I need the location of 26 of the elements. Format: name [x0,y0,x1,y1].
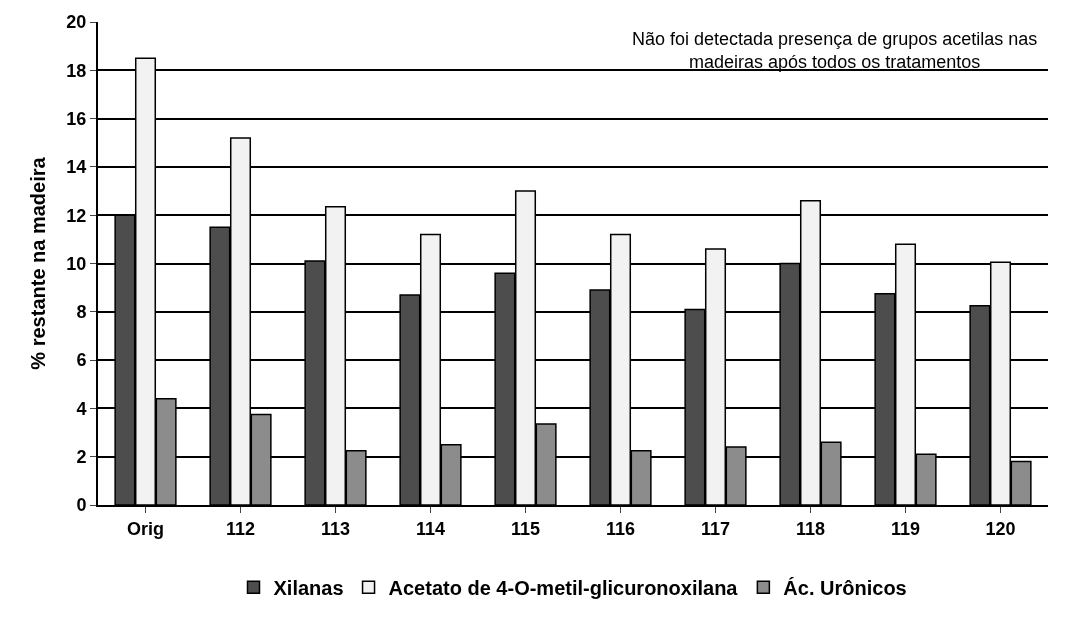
annotation: Não foi detectada presença de grupos acetilas nas madeiras após todos os tratamentos [632,29,1038,73]
legend-label: Xilanas [273,577,344,600]
y-tick-label: 16 [66,108,87,129]
y-tick-label: 14 [66,157,87,178]
x-tick-label: 113 [320,518,351,539]
x-tick-label: 119 [890,518,921,539]
y-axis-title: % restante na madeira [27,156,50,370]
legend-label: Acetato de 4-O-metil-glicuronoxilana [388,577,739,600]
x-tick-label: 114 [415,518,446,539]
x-tick-label: 112 [225,518,256,539]
y-tick-label: 4 [76,398,87,419]
y-tick-label: 12 [66,205,87,226]
x-tick-label: Orig [126,518,165,539]
y-tick-label: 18 [66,60,87,81]
legend-label: Ác. Urônicos [783,577,907,600]
y-tick-label: 6 [76,350,87,371]
y-tick-label: 2 [76,447,87,467]
y-tick-label: 0 [76,495,87,516]
x-tick-label: 116 [605,518,636,539]
y-tick-label: 10 [66,253,87,274]
y-tick-label: 8 [76,302,87,323]
x-tick-label: 117 [700,518,731,539]
y-tick-label: 20 [66,12,87,33]
x-tick-label: 120 [985,518,1016,539]
x-tick-label: 118 [795,518,826,539]
x-tick-label: 115 [510,518,541,539]
